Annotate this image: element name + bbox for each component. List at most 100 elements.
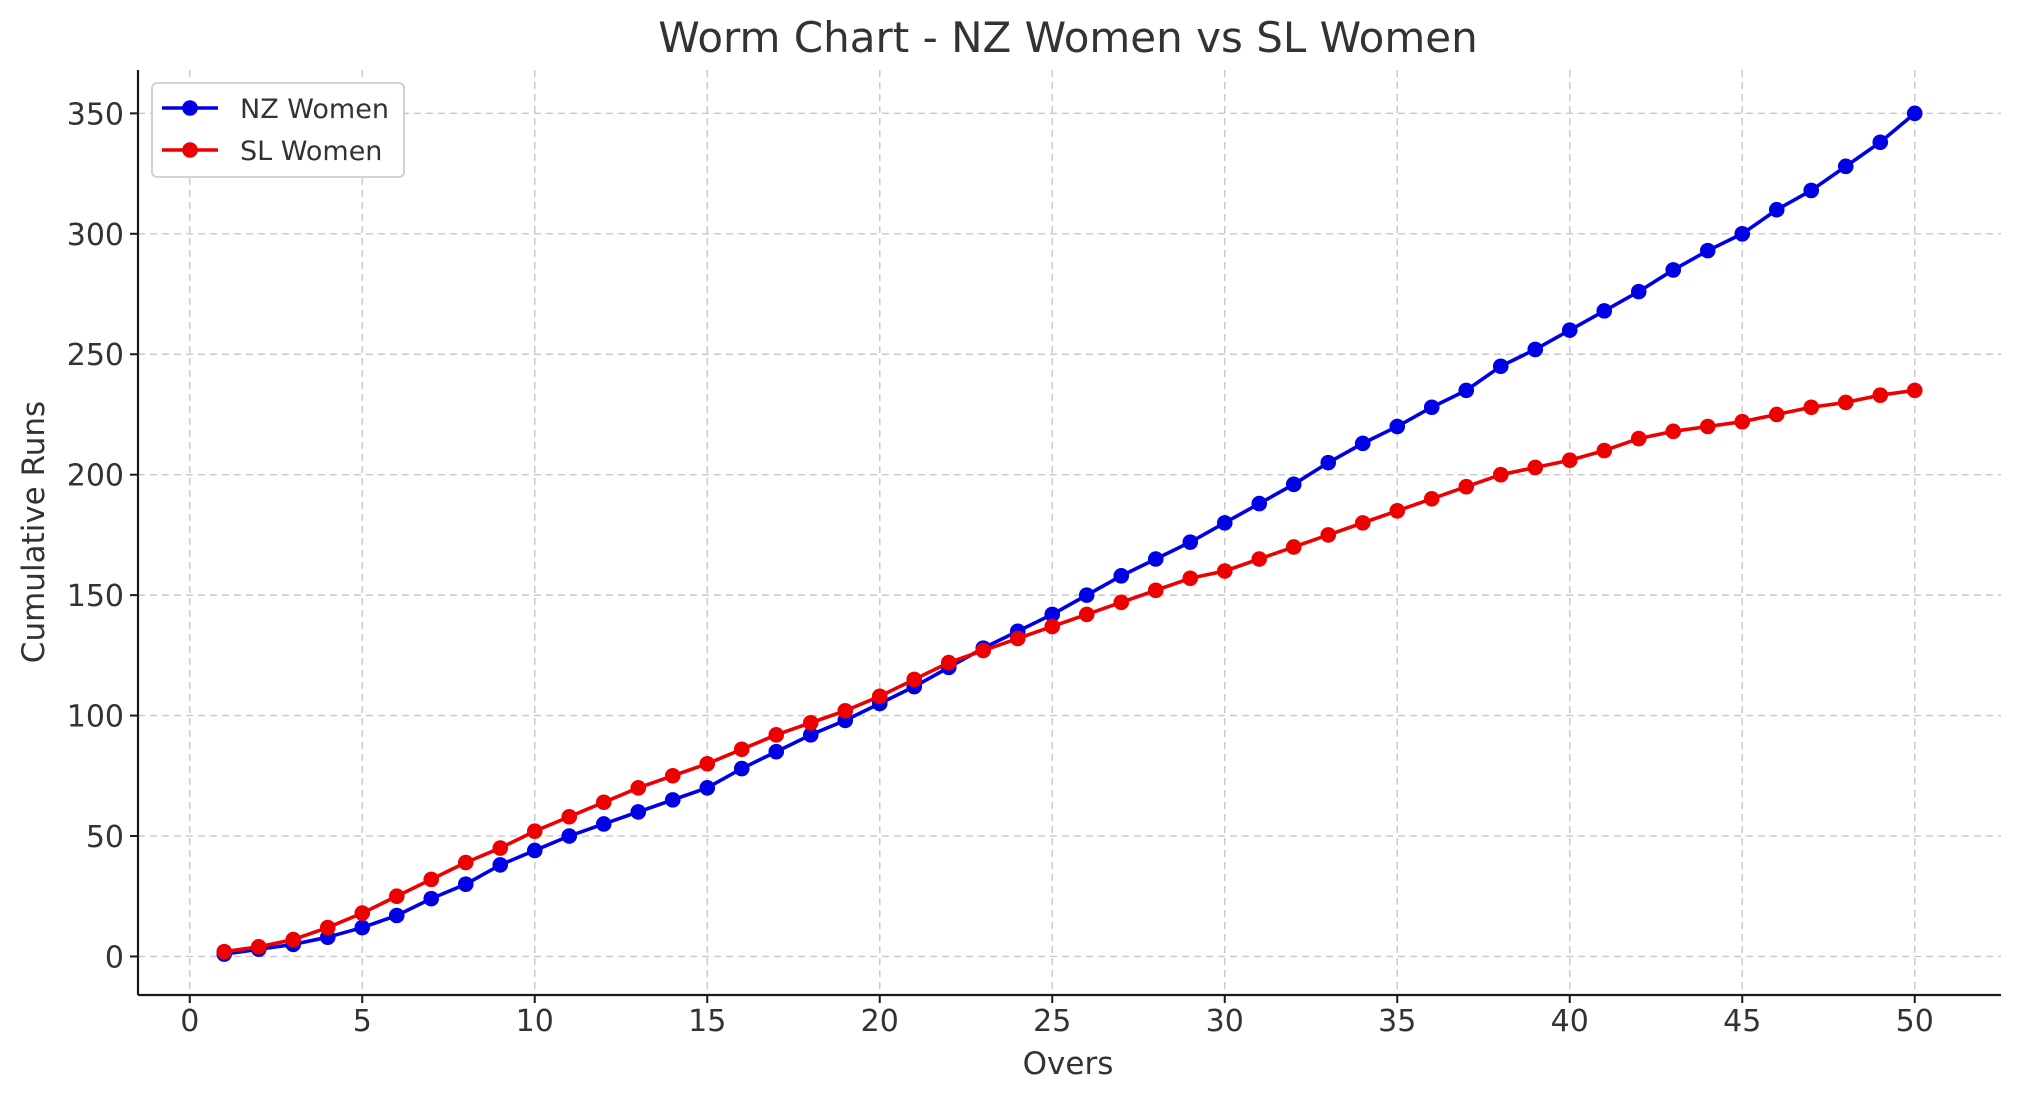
data-point-sl-women [388,888,405,905]
legend-item-sl-women: SL Women [162,136,382,167]
data-point-sl-women [906,671,923,688]
data-point-sl-women [1630,430,1647,447]
data-point-nz-women [664,792,681,808]
x-tick-label: 30 [1206,1004,1244,1039]
data-point-nz-women [1251,495,1268,512]
data-point-sl-women [526,823,543,839]
data-point-nz-women [526,842,543,859]
data-point-nz-women [1216,515,1233,531]
x-ticks: 0 5 10 15 20 25 30 35 40 45 50 [180,995,1934,1039]
data-point-nz-women [1768,201,1785,218]
legend-items: NZ Women SL Women [162,94,389,167]
legend-label: SL Women [240,136,382,167]
data-point-nz-women [1665,262,1682,278]
data-point-sl-women [1423,490,1440,507]
data-point-sl-women [1078,606,1095,623]
x-tick-label: 45 [1723,1004,1761,1039]
legend: NZ Women SL Women [151,82,405,178]
data-point-nz-women [1699,242,1716,259]
grid [138,70,2001,995]
y-tick-label: 0 [105,940,124,975]
data-point-sl-women [1837,394,1854,411]
data-point-sl-women [1389,503,1406,519]
data-point-nz-women [768,743,785,760]
data-point-nz-women [492,857,509,873]
data-point-sl-women [664,767,681,784]
x-tick-label: 35 [1378,1004,1416,1039]
data-point-nz-women [1285,476,1302,493]
data-point-nz-women [1734,226,1751,242]
data-point-nz-women [733,760,750,777]
data-point-sl-women [492,840,509,856]
data-point-sl-women [1251,551,1268,567]
y-tick-label: 350 [67,97,124,132]
y-tick-label: 150 [67,579,124,614]
data-point-sl-women [561,808,578,825]
legend-swatch-marker [182,100,198,116]
data-point-sl-women [423,871,440,888]
data-point-nz-women [1596,303,1613,319]
data-point-sl-women [1768,406,1785,423]
data-point-sl-women [1734,413,1751,430]
x-tick-label: 25 [1033,1004,1071,1039]
chart-title: Worm Chart - NZ Women vs SL Women [658,13,1478,62]
data-point-sl-women [1285,539,1302,555]
data-point-nz-women [561,828,578,844]
axes [136,70,2001,997]
data-point-sl-women [1699,418,1716,435]
y-axis-label: Cumulative Runs [16,401,52,663]
data-point-nz-women [1354,435,1371,452]
data-point-sl-women [768,727,785,743]
x-tick-label: 5 [353,1004,372,1039]
data-point-sl-women [354,905,371,921]
data-point-sl-women [1906,382,1923,399]
series-sl-women [216,382,1923,960]
data-point-nz-women [1872,134,1889,151]
data-point-nz-women [1906,105,1923,122]
data-point-nz-women [802,727,819,743]
data-point-sl-women [1492,466,1509,483]
y-tick-label: 250 [67,338,124,373]
y-tick-label: 200 [67,459,124,494]
data-point-sl-women [1561,452,1578,469]
data-point-nz-women [1044,606,1061,623]
series-lines [216,105,1923,962]
y-tick-label: 100 [67,700,124,735]
data-point-sl-women [1458,478,1475,495]
data-point-nz-women [630,804,647,820]
legend-item-nz-women: NZ Women [162,94,389,125]
data-point-sl-women [1320,527,1337,543]
data-point-sl-women [285,931,302,948]
data-point-sl-women [1147,582,1164,599]
x-tick-label: 10 [516,1004,554,1039]
data-point-sl-women [1665,423,1682,440]
data-point-sl-women [630,780,647,796]
x-tick-label: 50 [1896,1004,1934,1039]
data-point-nz-women [388,907,405,924]
data-point-nz-women [1389,418,1406,435]
data-point-nz-women [1113,568,1130,584]
data-point-sl-women [319,919,336,936]
data-point-sl-women [1113,594,1130,611]
data-point-sl-women [1872,387,1889,403]
data-point-sl-women [802,714,819,731]
x-tick-label: 40 [1551,1004,1589,1039]
x-axis-label: Overs [1023,1046,1114,1082]
data-point-nz-women [699,780,716,796]
data-point-nz-women [595,816,612,832]
data-point-sl-women [1216,563,1233,579]
data-point-nz-women [1527,341,1544,358]
x-tick-label: 15 [688,1004,726,1039]
data-point-sl-women [940,654,957,671]
data-point-sl-women [975,642,992,659]
y-tick-label: 300 [67,218,124,253]
data-point-nz-women [423,890,440,907]
data-point-sl-women [733,741,750,758]
data-point-nz-women [1423,399,1440,416]
data-point-sl-women [250,939,267,955]
data-point-sl-women [1803,399,1820,416]
data-point-nz-women [1147,551,1164,567]
data-point-nz-women [1458,382,1475,399]
data-point-nz-women [1492,358,1509,375]
y-tick-label: 50 [86,820,124,855]
